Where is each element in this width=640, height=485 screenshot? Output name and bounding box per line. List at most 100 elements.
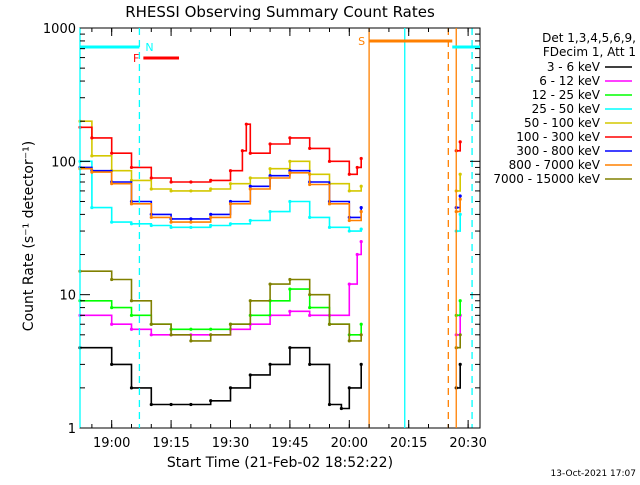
data-point bbox=[355, 165, 359, 170]
data-point bbox=[169, 333, 173, 337]
data-point bbox=[308, 293, 312, 297]
data-point bbox=[189, 327, 193, 331]
data-point bbox=[189, 220, 193, 224]
legend-entry-label: 3 - 6 keV bbox=[547, 60, 601, 74]
data-point bbox=[149, 176, 153, 180]
data-point bbox=[189, 180, 193, 184]
data-point bbox=[458, 362, 462, 366]
data-point bbox=[169, 220, 173, 224]
legend-entry-label: 300 - 800 keV bbox=[516, 144, 600, 158]
legend-entry-label: 7000 - 15000 keV bbox=[493, 172, 600, 186]
data-point bbox=[359, 322, 363, 326]
data-point bbox=[288, 287, 292, 291]
data-point bbox=[268, 174, 272, 178]
data-point bbox=[209, 223, 213, 228]
data-point bbox=[189, 225, 193, 229]
data-point bbox=[288, 277, 292, 282]
data-point bbox=[268, 282, 272, 286]
data-point bbox=[308, 362, 312, 366]
data-point bbox=[347, 386, 351, 390]
data-point bbox=[90, 136, 94, 140]
data-point bbox=[209, 212, 213, 216]
flag-label: F bbox=[133, 52, 139, 65]
data-point bbox=[129, 327, 134, 331]
data-point bbox=[189, 217, 193, 221]
data-point bbox=[458, 194, 462, 198]
data-point bbox=[129, 165, 134, 170]
data-point bbox=[248, 373, 252, 377]
legend: Det 1,3,4,5,6,9, FDecim 1, Att 1 3 - 6 k… bbox=[493, 31, 636, 186]
x-tick-label: 20:15 bbox=[390, 436, 427, 451]
series-line-1 bbox=[80, 346, 461, 410]
data-point bbox=[288, 309, 292, 313]
data-point bbox=[169, 189, 173, 193]
data-point bbox=[347, 339, 351, 343]
data-point bbox=[359, 333, 363, 337]
data-point bbox=[189, 402, 193, 407]
data-point bbox=[268, 209, 272, 214]
x-tick-label: 19:30 bbox=[212, 436, 249, 451]
data-point bbox=[189, 339, 193, 343]
data-point bbox=[228, 222, 233, 226]
legend-entry-label: 6 - 12 keV bbox=[539, 74, 601, 88]
data-point bbox=[110, 182, 114, 186]
data-point bbox=[244, 122, 248, 126]
data-point bbox=[248, 299, 252, 303]
data-point bbox=[268, 167, 272, 171]
data-point bbox=[308, 182, 312, 187]
legend-entry-label: 800 - 7000 keV bbox=[509, 158, 601, 172]
data-point bbox=[359, 156, 363, 161]
data-point bbox=[339, 406, 343, 411]
data-point bbox=[90, 170, 94, 174]
data-point bbox=[347, 282, 351, 286]
data-point bbox=[169, 180, 173, 184]
data-point bbox=[110, 322, 114, 326]
data-point bbox=[110, 220, 114, 224]
flag-label: S bbox=[358, 35, 365, 48]
data-point bbox=[90, 154, 94, 158]
data-point bbox=[169, 225, 173, 229]
x-tick-label: 19:15 bbox=[152, 436, 189, 451]
data-point bbox=[327, 322, 332, 326]
data-point bbox=[228, 386, 233, 390]
data-point bbox=[129, 178, 134, 182]
data-point bbox=[129, 222, 134, 226]
data-point bbox=[268, 362, 272, 366]
legend-header-2: FDecim 1, Att 1 bbox=[543, 45, 636, 59]
data-point bbox=[228, 199, 233, 204]
data-point bbox=[209, 178, 213, 182]
x-axis-label: Start Time (21-Feb-02 18:52:22) bbox=[167, 455, 393, 471]
data-point bbox=[248, 218, 252, 223]
data-point bbox=[248, 184, 252, 188]
x-axis-ticks: 19:00 19:15 19:30 19:45 20:00 20:15 20:30 bbox=[91, 28, 487, 451]
data-point bbox=[288, 159, 292, 163]
data-point bbox=[308, 146, 312, 151]
x-tick-label: 19:00 bbox=[93, 436, 130, 451]
data-point bbox=[458, 197, 462, 201]
data-point bbox=[327, 402, 332, 407]
data-point bbox=[149, 322, 153, 326]
x-tick-label: 20:30 bbox=[449, 436, 486, 451]
data-point bbox=[228, 182, 233, 186]
data-point bbox=[359, 240, 363, 244]
data-point bbox=[110, 362, 114, 366]
legend-entry-label: 100 - 300 keV bbox=[516, 130, 600, 144]
y-tick-label: 1 bbox=[68, 422, 76, 437]
data-point bbox=[110, 277, 114, 282]
x-tick-label: 20:00 bbox=[331, 436, 368, 451]
data-point bbox=[268, 142, 272, 146]
data-point bbox=[347, 229, 351, 233]
data-point bbox=[90, 205, 94, 210]
data-point bbox=[308, 305, 312, 310]
data-point bbox=[189, 189, 193, 193]
data-point bbox=[149, 333, 153, 337]
data-point bbox=[327, 202, 332, 206]
data-point bbox=[347, 172, 351, 176]
data-point bbox=[327, 225, 332, 229]
data-point bbox=[359, 209, 363, 214]
data-point bbox=[228, 322, 233, 326]
y-tick-label: 10 bbox=[59, 289, 76, 304]
data-point bbox=[288, 171, 292, 175]
